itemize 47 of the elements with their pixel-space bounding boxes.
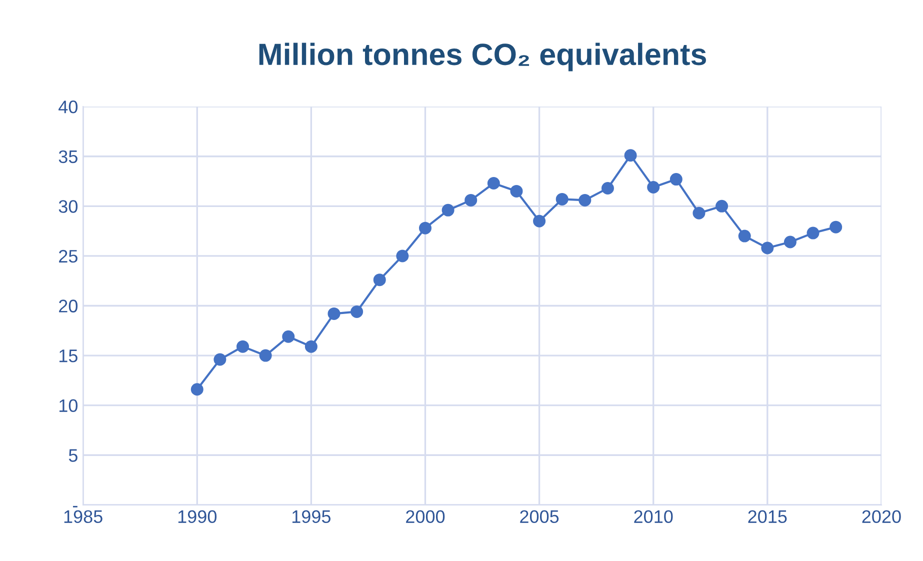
y-tick-label: - — [73, 506, 78, 508]
point — [578, 194, 592, 206]
x-tick-label: 2010 — [634, 510, 673, 524]
point — [236, 340, 249, 353]
point — [556, 192, 568, 206]
point — [806, 226, 820, 240]
x-tick-label: 1990 — [178, 510, 217, 524]
y-tick-label: 30 — [58, 200, 78, 213]
point — [442, 204, 454, 216]
point — [396, 250, 409, 262]
x-tick-label: 2005 — [520, 510, 559, 524]
point — [533, 214, 546, 228]
point — [601, 182, 614, 194]
point — [670, 173, 682, 186]
point — [692, 206, 706, 220]
point — [624, 149, 637, 162]
point — [738, 230, 751, 242]
point — [784, 236, 796, 248]
point — [510, 184, 523, 198]
x-tick-label: 2020 — [862, 510, 901, 524]
point — [259, 349, 272, 362]
point — [418, 222, 432, 234]
x-tick-label: 2000 — [406, 510, 445, 524]
point — [214, 353, 226, 366]
y-tick-label: 10 — [60, 399, 78, 412]
point — [716, 200, 728, 212]
y-tick-label: 20 — [59, 300, 78, 312]
point — [304, 340, 318, 353]
y-tick-label: 35 — [58, 150, 78, 164]
point — [487, 177, 500, 190]
point — [190, 383, 204, 396]
x-tick-label: 2015 — [748, 510, 787, 524]
y-tick-label: 25 — [59, 250, 78, 263]
point — [350, 305, 364, 318]
point — [373, 274, 386, 286]
point — [328, 307, 340, 320]
point — [464, 194, 478, 206]
point — [830, 220, 842, 234]
y-tick-label: 5 — [68, 449, 78, 462]
y-tick-label: 40 — [58, 100, 78, 114]
x-tick-label: 1995 — [292, 510, 331, 524]
x-tick-label: 1985 — [64, 510, 102, 524]
chart-title: Million tonnes CO₂ equivalents — [259, 42, 706, 72]
y-tick-label: 15 — [60, 350, 78, 362]
point — [647, 180, 660, 194]
point — [282, 330, 295, 343]
point — [761, 242, 774, 254]
